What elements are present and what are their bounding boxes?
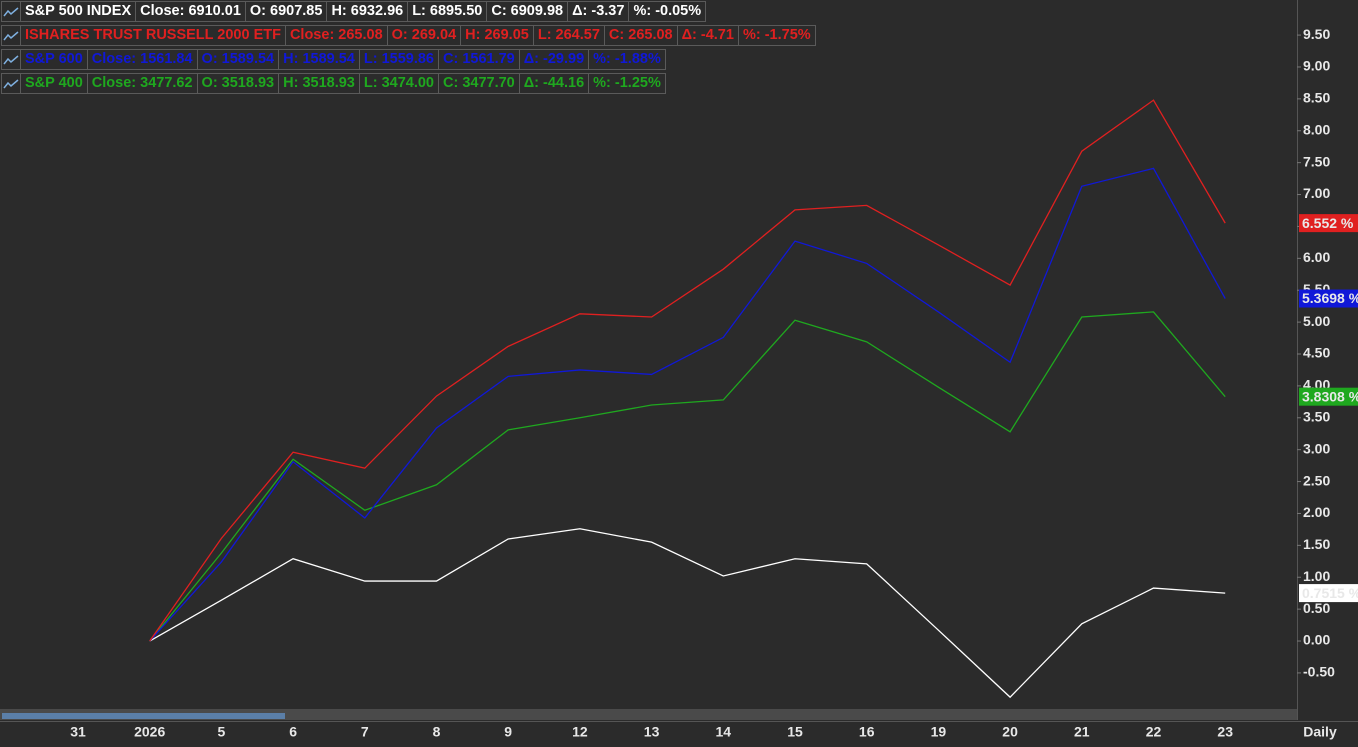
x-tick-label: 2026 — [134, 724, 165, 740]
scrollbar-thumb[interactable] — [2, 713, 285, 719]
last-value-label: 3.8308 % — [1302, 388, 1358, 404]
legend-stat: %: -0.05% — [628, 1, 707, 22]
y-tick-label: 1.50 — [1303, 536, 1330, 552]
legend-stat: %: -1.88% — [588, 49, 666, 70]
legend-row: S&P 400 Close: 3477.62 O: 3518.93 H: 3518.9… — [1, 73, 666, 94]
x-tick-label: 5 — [218, 724, 226, 740]
series-line — [149, 167, 1226, 642]
x-tick-label: 20 — [1002, 724, 1018, 740]
legend-name: ISHARES TRUST RUSSELL 2000 ETF — [20, 25, 286, 46]
y-tick-label: 1.00 — [1303, 568, 1330, 584]
legend-icon[interactable] — [1, 25, 21, 46]
x-tick-label: 7 — [361, 724, 369, 740]
legend-stat: Close: 265.08 — [284, 25, 388, 46]
y-tick-label: -0.50 — [1303, 664, 1335, 680]
legend-stat: L: 264.57 — [532, 25, 605, 46]
legend-stat: C: 6909.98 — [486, 1, 569, 22]
legend-stat: Close: 3477.62 — [86, 73, 198, 94]
last-value-box — [1299, 289, 1358, 308]
y-tick-label: 2.00 — [1303, 504, 1330, 520]
last-value-label: 6.552 % — [1302, 215, 1354, 231]
legend-stat: L: 1559.86 — [358, 49, 439, 70]
x-tick-label: 9 — [504, 724, 512, 740]
y-tick-label: 8.50 — [1303, 90, 1330, 106]
legend-stat: Δ: -44.16 — [518, 73, 590, 94]
period-label: Daily — [1303, 724, 1337, 740]
legend-stat: %: -1.25% — [588, 73, 666, 94]
x-tick-label: 8 — [433, 724, 441, 740]
last-value-label: 5.3698 % — [1302, 290, 1358, 306]
y-tick-label: 9.50 — [1303, 26, 1330, 42]
y-tick-label: 3.00 — [1303, 440, 1330, 456]
y-tick-label: 8.00 — [1303, 121, 1330, 137]
y-tick-label: 5.00 — [1303, 313, 1330, 329]
legend-icon[interactable] — [1, 1, 21, 22]
y-tick-label: 0.00 — [1303, 632, 1330, 648]
legend-stat: O: 269.04 — [386, 25, 462, 46]
y-tick-label: 0.50 — [1303, 600, 1330, 616]
legend-name: S&P 500 INDEX — [20, 1, 137, 22]
legend-icon[interactable] — [1, 73, 21, 94]
legend-stat: O: 3518.93 — [196, 73, 280, 94]
legend-icon[interactable] — [1, 49, 21, 70]
legend-name: S&P 600 — [20, 49, 88, 70]
y-tick-label: 7.50 — [1303, 153, 1330, 169]
last-value-box — [1299, 214, 1358, 233]
legend-stat: H: 6932.96 — [326, 1, 409, 22]
legend-stat: H: 3518.93 — [278, 73, 360, 94]
series-line — [149, 99, 1226, 642]
last-value-box — [1299, 584, 1358, 603]
legend-row: ISHARES TRUST RUSSELL 2000 ETF Close: 265… — [1, 25, 816, 46]
x-tick-label: 16 — [859, 724, 875, 740]
legend-stat: L: 6895.50 — [407, 1, 488, 22]
last-value-label: 0.7515 % — [1302, 585, 1358, 601]
legend-stat: H: 269.05 — [460, 25, 534, 46]
legend-stat: Close: 1561.84 — [86, 49, 198, 70]
legend-stat: C: 1561.79 — [438, 49, 520, 70]
y-tick-label: 9.00 — [1303, 58, 1330, 74]
legend-stat: L: 3474.00 — [358, 73, 439, 94]
x-tick-label: 14 — [716, 724, 732, 740]
y-tick-label: 2.50 — [1303, 472, 1330, 488]
legend-stat: Close: 6910.01 — [135, 1, 246, 22]
y-tick-label: 3.50 — [1303, 408, 1330, 424]
legend-stat: %: -1.75% — [737, 25, 816, 46]
x-tick-label: 12 — [572, 724, 588, 740]
x-tick-label: 13 — [644, 724, 660, 740]
x-tick-label: 19 — [931, 724, 947, 740]
y-tick-label: 4.50 — [1303, 345, 1330, 361]
legend-row: S&P 500 INDEX Close: 6910.01 O: 6907.85 H: … — [1, 1, 707, 22]
y-tick-label: 6.00 — [1303, 249, 1330, 265]
legend-stat: Δ: -3.37 — [567, 1, 630, 22]
legend-stat: O: 6907.85 — [244, 1, 328, 22]
scrollbar[interactable] — [0, 709, 1297, 720]
x-tick-label: 15 — [787, 724, 803, 740]
last-value-box — [1299, 387, 1358, 406]
legend-name: S&P 400 — [20, 73, 88, 94]
x-tick-label: 23 — [1217, 724, 1233, 740]
legend-stat: C: 265.08 — [603, 25, 678, 46]
y-tick-label: 7.00 — [1303, 185, 1330, 201]
x-tick-label: 6 — [289, 724, 297, 740]
x-tick-label: 22 — [1146, 724, 1162, 740]
x-tick-label: 31 — [70, 724, 86, 740]
legend-stat: Δ: -29.99 — [518, 49, 590, 70]
series-line — [149, 311, 1226, 642]
x-tick-label: 21 — [1074, 724, 1090, 740]
legend-row: S&P 600 Close: 1561.84 O: 1589.54 H: 1589.5… — [1, 49, 666, 70]
legend-stat: Δ: -4.71 — [676, 25, 739, 46]
legend-stat: H: 1589.54 — [278, 49, 360, 70]
legend-stat: O: 1589.54 — [196, 49, 280, 70]
legend-stat: C: 3477.70 — [438, 73, 520, 94]
series-line — [149, 528, 1226, 699]
